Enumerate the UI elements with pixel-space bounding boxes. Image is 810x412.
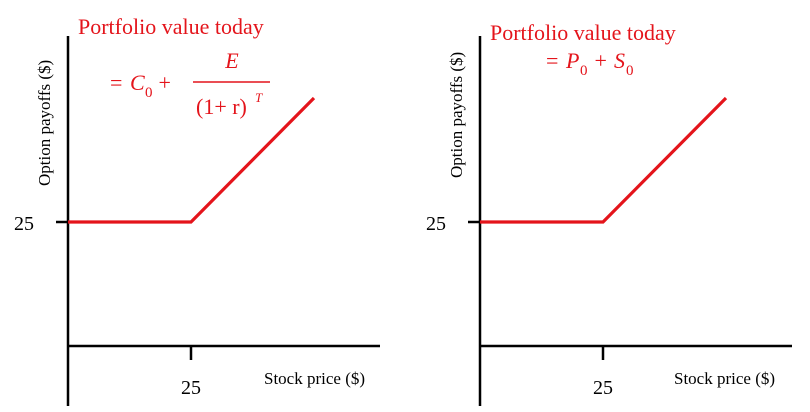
formula-denominator-exponent: T xyxy=(255,90,263,105)
formula-operator: + xyxy=(153,70,171,95)
chart-title: Portfolio value today xyxy=(78,14,264,39)
y-axis-label: Option payoffs ($) xyxy=(447,52,466,178)
chart-panel-left: 25 25 Stock price ($) Option payoffs ($)… xyxy=(14,14,380,406)
formula-numerator: E xyxy=(224,48,239,73)
formula-prefix: = xyxy=(110,70,128,95)
portfolio-formula: = C 0 + E (1+ r) T xyxy=(110,48,270,119)
formula-term-subscript: 0 xyxy=(145,85,153,101)
formula-term2: S xyxy=(614,48,625,73)
formula-operator: + xyxy=(589,48,612,73)
y-axis-label: Option payoffs ($) xyxy=(35,60,54,186)
portfolio-formula: = P 0 + S 0 xyxy=(546,48,634,79)
formula-term: C xyxy=(130,70,145,95)
x-tick-label: 25 xyxy=(593,377,613,399)
formula-term1: P xyxy=(565,48,579,73)
x-tick-label: 25 xyxy=(181,377,201,399)
x-axis-label: Stock price ($) xyxy=(674,369,775,388)
formula-prefix: = xyxy=(546,48,564,73)
payoff-line xyxy=(68,96,316,224)
chart-title: Portfolio value today xyxy=(490,20,676,45)
y-tick-label: 25 xyxy=(14,213,34,235)
x-axis-label: Stock price ($) xyxy=(264,369,365,388)
chart-panel-right: 25 25 Stock price ($) Option payoffs ($)… xyxy=(426,20,792,406)
formula-term1-subscript: 0 xyxy=(580,63,588,79)
formula-denominator: (1+ r) xyxy=(196,94,247,119)
y-tick-label: 25 xyxy=(426,213,446,235)
payoff-line xyxy=(480,96,728,224)
formula-term2-subscript: 0 xyxy=(626,63,634,79)
